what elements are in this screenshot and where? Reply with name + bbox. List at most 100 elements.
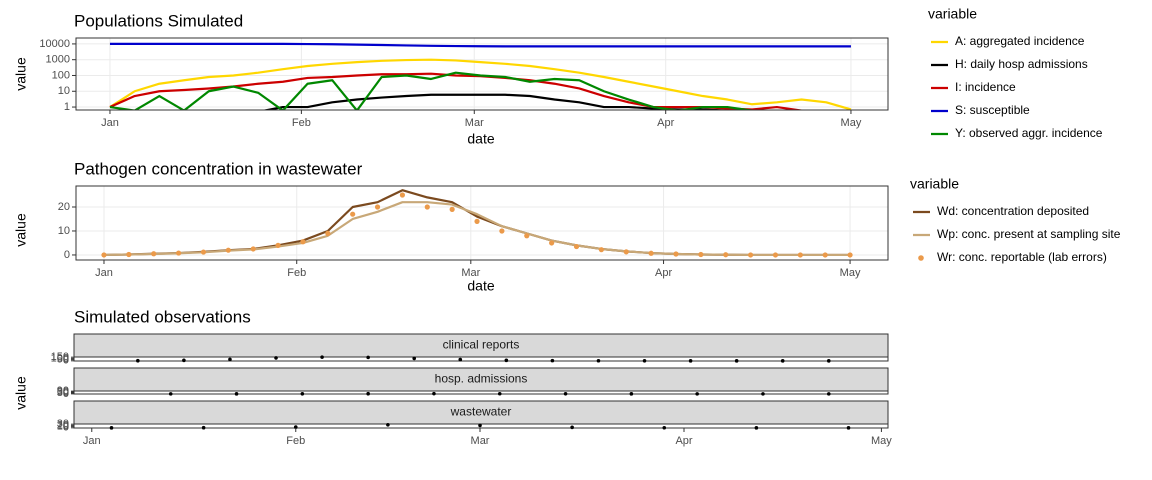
y-tick-label: 0: [63, 355, 69, 367]
data-point: [300, 239, 306, 245]
data-point: [629, 392, 634, 396]
plot-background: [76, 38, 888, 110]
data-point: [474, 218, 480, 224]
chart-title: Simulated observations: [74, 307, 251, 326]
data-point: [151, 251, 157, 257]
data-point: [723, 252, 729, 258]
x-tick-label: Jan: [83, 435, 101, 447]
x-axis-title: date: [467, 278, 494, 294]
data-point: [175, 250, 182, 256]
series-line: [109, 71, 851, 110]
x-tick-label: Apr: [675, 435, 692, 447]
data-point: [570, 425, 574, 430]
y-tick-label: 50: [57, 354, 69, 366]
data-point: [596, 358, 601, 363]
legend-label: Wp: conc. present at sampling site: [937, 227, 1121, 241]
x-tick-label: May: [841, 117, 862, 129]
data-point: [432, 391, 436, 396]
data-point: [399, 192, 406, 198]
data-point: [846, 426, 851, 430]
x-tick-label: Jan: [101, 117, 119, 129]
y-tick-label: 0: [63, 388, 69, 400]
x-axis-title: date: [467, 131, 494, 147]
y-axis-title: value: [13, 213, 29, 247]
data-point: [673, 251, 679, 257]
y-tick-label: 10000: [39, 38, 70, 50]
data-point: [225, 247, 231, 253]
data-point: [754, 426, 759, 430]
y-tick-label: 150: [51, 351, 69, 363]
x-tick-label: Feb: [286, 435, 305, 447]
y-tick-label: 1000: [46, 54, 70, 66]
data-point: [182, 358, 186, 363]
series-line: [261, 93, 851, 110]
data-point: [320, 355, 324, 359]
x-tick-label: May: [871, 435, 892, 447]
data-point: [550, 358, 555, 363]
x-tick-label: Mar: [465, 117, 484, 129]
legend-symbol: [918, 255, 924, 261]
data-point: [101, 252, 107, 258]
data-point: [747, 252, 754, 258]
data-point: [761, 392, 765, 396]
data-point: [499, 228, 505, 234]
legend-label: Wr: conc. reportable (lab errors): [937, 250, 1107, 264]
chart-title: Pathogen concentration in wastewater: [74, 159, 363, 178]
data-point: [374, 204, 381, 210]
data-point: [366, 391, 370, 396]
data-point: [734, 359, 739, 363]
data-point: [648, 250, 654, 256]
data-point: [563, 392, 568, 396]
y-tick-label: 10: [57, 421, 69, 433]
data-point: [504, 358, 509, 363]
facet-label: clinical reports: [443, 338, 520, 352]
x-tick-label: Mar: [471, 435, 490, 447]
data-point: [478, 423, 482, 428]
y-axis-title: value: [13, 57, 29, 91]
y-tick-label: 30: [57, 418, 69, 430]
legend-label: I: incidence: [955, 80, 1016, 94]
data-point: [797, 252, 803, 258]
data-point: [201, 425, 206, 430]
data-point: [228, 357, 232, 362]
y-tick-label: 1: [64, 101, 70, 113]
series-line: [109, 42, 851, 48]
data-point: [386, 422, 390, 427]
y-axis-title: value: [13, 376, 29, 410]
data-point: [497, 391, 502, 396]
x-tick-label: Mar: [461, 267, 480, 279]
data-point: [300, 391, 305, 396]
chart-title: Populations Simulated: [74, 11, 243, 30]
plot-border: [75, 185, 889, 261]
x-tick-label: Feb: [292, 117, 311, 129]
data-point: [293, 425, 298, 429]
legend-label: A: aggregated incidence: [955, 34, 1085, 48]
data-point: [136, 358, 140, 363]
x-tick-label: May: [840, 267, 861, 279]
data-point: [458, 357, 463, 362]
plot-background: [76, 186, 888, 260]
data-point: [250, 246, 256, 252]
data-point: [168, 392, 173, 396]
y-tick-label: 10: [58, 85, 70, 97]
series-line: [109, 58, 852, 110]
y-tick-label: 0: [63, 422, 69, 434]
y-tick-label: 90: [57, 385, 69, 397]
data-point: [698, 251, 704, 258]
facet-label: wastewater: [450, 405, 512, 419]
data-point: [412, 356, 417, 361]
data-point: [234, 392, 239, 396]
data-point: [449, 206, 455, 212]
plot-border: [75, 37, 889, 111]
y-tick-label: 20: [58, 201, 70, 213]
legend-label: Wd: concentration deposited: [937, 204, 1089, 218]
plot-background: [73, 356, 889, 362]
legend-title: variable: [928, 6, 977, 22]
legend-title: variable: [910, 176, 959, 192]
y-tick-label: 100: [52, 69, 70, 81]
y-tick-label: 0: [64, 249, 70, 261]
data-point: [109, 426, 114, 430]
data-point: [274, 356, 278, 360]
x-tick-label: Apr: [655, 267, 672, 279]
